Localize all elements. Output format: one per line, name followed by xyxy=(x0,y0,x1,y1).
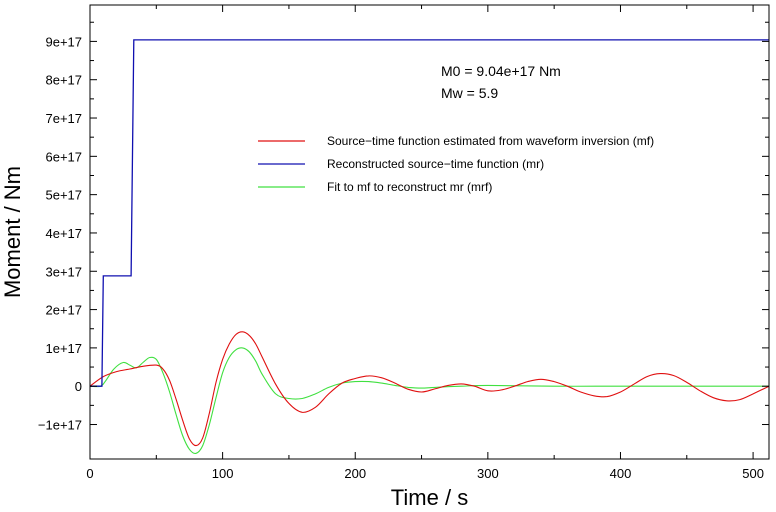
y-tick-label: 1e+17 xyxy=(45,341,82,356)
legend-label-mr: Reconstructed source−time function (mr) xyxy=(327,157,544,171)
x-axis-label: Time / s xyxy=(391,485,468,510)
x-tick-label: 200 xyxy=(344,466,366,481)
y-tick-label: 8e+17 xyxy=(45,73,82,88)
series-line-mf xyxy=(89,331,770,447)
legend: Source−time function estimated from wave… xyxy=(258,134,654,194)
y-axis-label: Moment / Nm xyxy=(0,166,25,298)
x-tick-label: 500 xyxy=(742,466,764,481)
series-line-mrf xyxy=(89,347,769,454)
x-tick-label: 400 xyxy=(610,466,632,481)
seismic-moment-annotation: M0 = 9.04e+17 Nm xyxy=(441,63,561,79)
plot-frame xyxy=(89,4,770,460)
y-tick-label: 4e+17 xyxy=(45,226,82,241)
y-tick-label: 7e+17 xyxy=(45,111,82,126)
moment-magnitude-annotation: Mw = 5.9 xyxy=(441,85,498,101)
x-tick-label: 0 xyxy=(86,466,93,481)
y-tick-label: 3e+17 xyxy=(45,264,82,279)
y-tick-label: 6e+17 xyxy=(45,149,82,164)
series-line-mr xyxy=(90,39,769,387)
series-layer xyxy=(89,39,770,454)
legend-label-mrf: Fit to mf to reconstruct mr (mrf) xyxy=(327,180,492,194)
y-tick-label: 2e+17 xyxy=(45,303,82,318)
y-tick-label: 0 xyxy=(75,379,82,394)
x-tick-label: 300 xyxy=(477,466,499,481)
y-tick-label: −1e+17 xyxy=(38,418,82,433)
ticks-layer: 0 100 200 300 400 500 −1e+17 0 1e+17 2e+17 3e+17 4e… xyxy=(38,5,769,481)
x-tick-label: 100 xyxy=(212,466,234,481)
y-tick-label: 5e+17 xyxy=(45,188,82,203)
y-tick-label: 9e+17 xyxy=(45,34,82,49)
legend-label-mf: Source−time function estimated from wave… xyxy=(327,134,654,148)
